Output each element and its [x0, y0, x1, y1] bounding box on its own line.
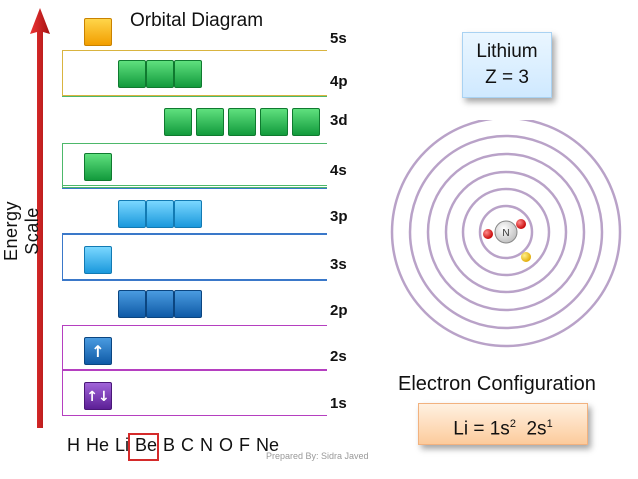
credit-text: Prepared By: Sidra Javed [266, 451, 369, 461]
level-label-2p: 2p [330, 302, 348, 319]
ec-sup-2: 1 [546, 418, 553, 430]
electron-configuration-title: Electron Configuration [398, 373, 596, 395]
element-name: Lithium [476, 41, 538, 62]
element-highlight-li [128, 433, 159, 461]
orbit-ring-4 [408, 134, 604, 330]
shell-bracket-3 [62, 234, 327, 280]
orbital-3p-3 [174, 200, 202, 228]
orbital-3d-4 [260, 108, 288, 136]
level-label-2s: 2s [330, 348, 347, 365]
electron-1s-a [483, 229, 493, 239]
level-label-3d: 3d [330, 112, 348, 129]
level-label-3p: 3p [330, 208, 348, 225]
bohr-model: N [390, 120, 622, 348]
orbital-4p-1 [118, 60, 146, 88]
shell-bracket-2s [62, 325, 327, 370]
nucleus-label: N [502, 228, 509, 239]
ec-main: Li = 1s [453, 418, 510, 440]
energy-arrow [30, 8, 50, 428]
orbital-1s: ↑↓ [84, 382, 112, 410]
level-label-3s: 3s [330, 256, 347, 273]
diagram-title: Orbital Diagram [130, 10, 264, 31]
orbital-4p-3 [174, 60, 202, 88]
level-label-5s: 5s [330, 30, 347, 47]
orbit-ring-3 [426, 152, 586, 312]
orbital-5s [84, 18, 112, 46]
ec-mid: 2s [515, 418, 547, 440]
orbital-3d-5 [292, 108, 320, 136]
orbital-3d-3 [228, 108, 256, 136]
shell-bracket-5 [62, 50, 327, 96]
orbit-ring-0 [478, 204, 534, 260]
orbital-4p-2 [146, 60, 174, 88]
orbital-3d-1 [164, 108, 192, 136]
element-row: H He Li Be B C N O F Ne [67, 435, 280, 455]
orbital-4s [84, 153, 112, 181]
electron-1s-b [516, 219, 526, 229]
electron-configuration-box: Li = 1s2 2s1 [418, 403, 588, 445]
orbital-3d-2 [196, 108, 224, 136]
ec-sup-1: 2 [509, 418, 516, 430]
energy-scale-label: Energy Scale [1, 200, 42, 262]
atomic-number: Z = 3 [485, 67, 529, 88]
orbital-2s: ↑ [84, 337, 112, 365]
orbital-3p-2 [146, 200, 174, 228]
level-label-1s: 1s [330, 395, 347, 412]
orbital-2p-3 [174, 290, 202, 318]
shell-bracket-4s [62, 143, 327, 188]
orbital-3s [84, 246, 112, 274]
orbit-ring-5 [390, 120, 622, 348]
electron-2s [521, 252, 531, 262]
nucleus [494, 220, 518, 244]
orbital-2p-2 [146, 290, 174, 318]
orbital-3p-1 [118, 200, 146, 228]
orbit-ring-2 [444, 170, 568, 294]
level-label-4p: 4p [330, 73, 348, 90]
level-label-4s: 4s [330, 162, 347, 179]
element-card: Lithium Z = 3 [462, 32, 552, 98]
shell-bracket-1 [62, 370, 327, 416]
orbit-ring-1 [461, 187, 551, 277]
shell-bracket-4 [62, 96, 327, 186]
orbital-2p-1 [118, 290, 146, 318]
shell-bracket-3p [62, 188, 327, 234]
